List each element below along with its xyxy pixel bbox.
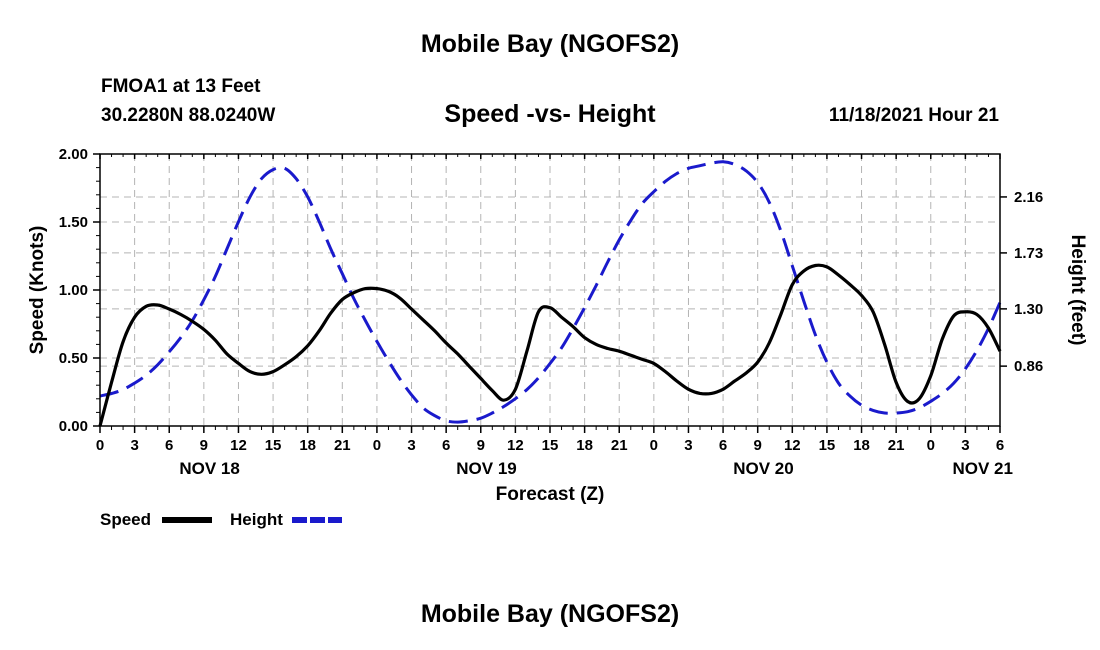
x-tick-label: 6 [719, 437, 727, 454]
x-tick-label: 3 [407, 437, 415, 454]
page-title: Mobile Bay (NGOFS2) [420, 30, 680, 58]
legend: Speed Height [100, 510, 342, 529]
y-tick-label: 1.00 [59, 282, 88, 299]
x-tick-label: 3 [684, 437, 692, 454]
x-tick-label: 6 [996, 437, 1004, 454]
day-label: NOV 18 [179, 459, 239, 478]
chart-subtitle: Speed -vs- Height [444, 100, 656, 128]
x-tick-label: 0 [650, 437, 658, 454]
x-tick-label: 3 [130, 437, 138, 454]
x-tick-label: 12 [230, 437, 247, 454]
y-tick-label: 2.00 [59, 146, 88, 163]
x-tick-label: 21 [888, 437, 905, 454]
x-tick-label: 3 [961, 437, 969, 454]
y-axis-label: Speed (Knots) [27, 226, 48, 355]
x-tick-label: 15 [542, 437, 559, 454]
y-tick-label: 1.50 [59, 214, 88, 231]
legend-label-speed: Speed [100, 510, 151, 529]
series-line-height [99, 160, 1002, 424]
axes: 0 3 6 9 12 15 18 21 0 3 6 9 12 15 18 21 0 3 6 9 12 15 18 21 0 3 6N… [59, 146, 1043, 478]
x-axis-label: Forecast (Z) [496, 484, 605, 505]
x-tick-label: 21 [611, 437, 628, 454]
x-tick-label: 12 [507, 437, 524, 454]
forecast-datetime: 11/18/2021 Hour 21 [828, 105, 999, 126]
y2-tick-label: 0.86 [1014, 358, 1043, 375]
x-tick-label: 9 [200, 437, 208, 454]
x-tick-label: 18 [299, 437, 316, 454]
y-tick-label: 0.50 [59, 350, 88, 367]
day-label: NOV 21 [952, 459, 1012, 478]
x-tick-label: 15 [819, 437, 836, 454]
x-tick-label: 6 [165, 437, 173, 454]
x-tick-label: 21 [334, 437, 351, 454]
y2-tick-label: 2.16 [1014, 189, 1043, 206]
day-label: NOV 20 [733, 459, 793, 478]
x-tick-label: 18 [853, 437, 870, 454]
day-label: NOV 19 [456, 459, 516, 478]
x-tick-label: 18 [576, 437, 593, 454]
legend-label-height: Height [230, 510, 283, 529]
grid [100, 154, 1000, 426]
x-tick-label: 9 [754, 437, 762, 454]
x-tick-label: 12 [784, 437, 801, 454]
series-group [98, 160, 1002, 427]
station-label: FMOA1 at 13 Feet [101, 76, 261, 97]
series-line-speed [98, 263, 1002, 427]
station-coordinates: 30.2280N 88.0240W [101, 105, 276, 126]
y-tick-label: 0.00 [59, 418, 88, 435]
x-tick-label: 6 [442, 437, 450, 454]
x-tick-label: 0 [373, 437, 381, 454]
x-tick-label: 9 [477, 437, 485, 454]
x-tick-label: 0 [96, 437, 104, 454]
bottom-title: Mobile Bay (NGOFS2) [420, 600, 680, 628]
y2-tick-label: 1.30 [1014, 301, 1043, 318]
y2-tick-label: 1.73 [1014, 245, 1043, 262]
y2-axis-label: Height (feet) [1067, 235, 1088, 346]
x-tick-label: 15 [265, 437, 282, 454]
x-tick-label: 0 [927, 437, 935, 454]
